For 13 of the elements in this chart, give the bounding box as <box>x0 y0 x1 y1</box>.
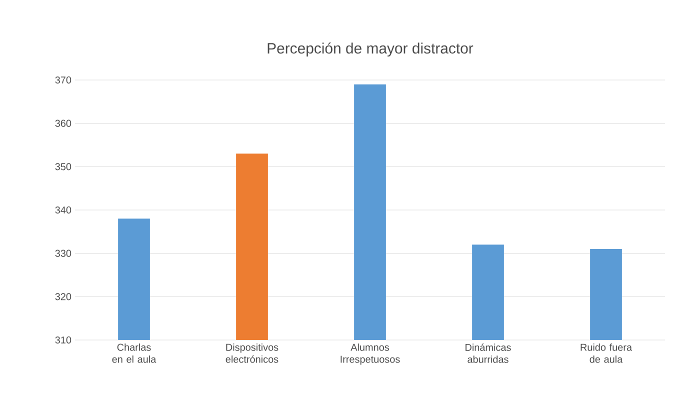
x-tick-label: Ruido fuera de aula <box>580 344 632 363</box>
chart-title: Percepción de mayor distractor <box>268 42 474 57</box>
y-tick-label: 360 <box>55 120 72 127</box>
x-tick-label: Dispositivos electrónicos <box>226 344 278 363</box>
y-tick-label: 330 <box>55 250 72 257</box>
y-tick-label: 350 <box>55 163 72 170</box>
x-tick-label: Dinámicas aburridas <box>466 344 511 363</box>
y-tick-label: 310 <box>55 336 72 344</box>
y-tick-label: 340 <box>55 206 72 214</box>
y-tick-label: 370 <box>55 76 72 84</box>
x-tick-label: Charlas en el aula <box>112 344 156 363</box>
y-tick-label: 320 <box>55 293 72 300</box>
x-tick-label: Alumnos Irrespetuosos <box>340 344 400 365</box>
